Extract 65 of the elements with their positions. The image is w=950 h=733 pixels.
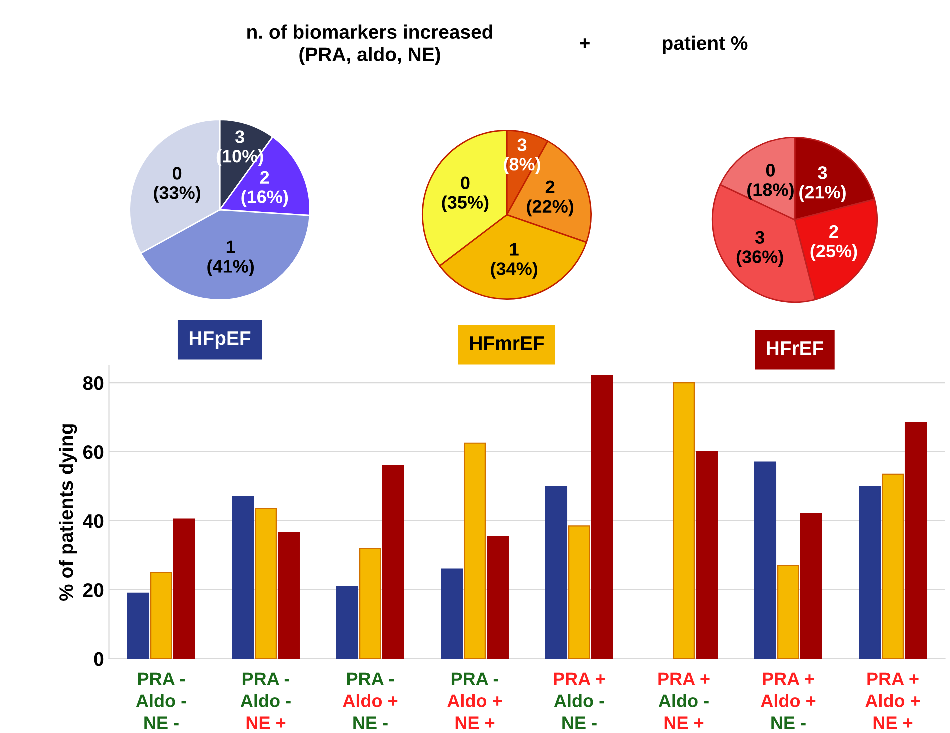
data-label: (18%) bbox=[748, 183, 794, 200]
slice-label: 3 bbox=[818, 166, 828, 180]
y-tick-label: 40 bbox=[83, 514, 104, 528]
slice-label: 0 bbox=[461, 176, 470, 190]
x-tick-label: PRA - Aldo - NE + bbox=[240, 672, 291, 730]
data-label: (21%) bbox=[800, 186, 846, 202]
bar bbox=[859, 486, 882, 659]
bar bbox=[254, 508, 278, 659]
slice-label: 2 bbox=[546, 180, 555, 194]
text: HFmrEF bbox=[470, 336, 544, 350]
bar bbox=[278, 532, 300, 659]
bar bbox=[464, 442, 486, 659]
x-tick-label: PRA + Aldo + NE - bbox=[761, 672, 816, 730]
slice-label: 2 bbox=[830, 225, 838, 238]
data-label: (16%) bbox=[242, 190, 288, 208]
bar bbox=[441, 568, 464, 659]
bar bbox=[696, 451, 718, 659]
bar bbox=[232, 496, 254, 659]
slice-label: 3 bbox=[235, 130, 244, 144]
bar bbox=[904, 422, 927, 659]
y-tick-label: 20 bbox=[83, 583, 104, 598]
text: + bbox=[580, 38, 590, 48]
bar bbox=[359, 548, 382, 659]
bar bbox=[546, 486, 568, 659]
bar bbox=[568, 526, 591, 659]
bar bbox=[800, 514, 822, 659]
x-tick-label: PRA + Aldo - NE - bbox=[554, 672, 606, 730]
x-tick-label: PRA - Aldo + NE + bbox=[448, 672, 502, 730]
data-label: (41%) bbox=[208, 260, 254, 277]
x-tick-label: PRA - Aldo + NE - bbox=[343, 672, 398, 730]
slice-label: 0 bbox=[172, 167, 182, 180]
slice-label: 1 bbox=[510, 243, 519, 256]
y-tick-label: 80 bbox=[83, 376, 104, 390]
bar bbox=[128, 592, 150, 659]
y-tick-label: 0 bbox=[94, 652, 104, 666]
data-label: (35%) bbox=[442, 196, 489, 213]
slice-label: 2 bbox=[260, 171, 270, 184]
text: HFpEF bbox=[190, 332, 251, 350]
y-axis-title: % of patients dying bbox=[58, 424, 78, 601]
slice-label: 1 bbox=[226, 240, 236, 254]
text: n. of biomarkers increased (PRA, aldo, NE) bbox=[248, 24, 492, 66]
bar bbox=[777, 565, 800, 659]
text: patient % bbox=[663, 36, 748, 54]
bar bbox=[591, 376, 614, 659]
data-label: (33%) bbox=[154, 186, 200, 203]
y-tick-label: 60 bbox=[83, 445, 104, 460]
data-label: (25%) bbox=[810, 244, 858, 262]
bar bbox=[150, 572, 173, 659]
slice-label: 0 bbox=[766, 164, 776, 177]
slice-label: 3 bbox=[518, 138, 527, 152]
bar bbox=[173, 518, 196, 659]
bar bbox=[486, 536, 509, 659]
x-tick-label: PRA - Aldo - NE - bbox=[136, 672, 186, 730]
data-label: (22%) bbox=[527, 200, 574, 217]
data-label: (34%) bbox=[491, 262, 538, 279]
bar bbox=[382, 465, 404, 659]
bar bbox=[672, 382, 696, 659]
text: HFrEF bbox=[767, 342, 824, 356]
bar bbox=[754, 462, 777, 659]
slice-label: 3 bbox=[755, 231, 764, 244]
x-tick-label: PRA + Aldo + NE + bbox=[866, 672, 920, 730]
bar bbox=[882, 474, 904, 659]
data-label: (36%) bbox=[736, 250, 784, 268]
bar bbox=[336, 586, 359, 659]
x-tick-label: PRA + Aldo - NE + bbox=[658, 672, 710, 730]
